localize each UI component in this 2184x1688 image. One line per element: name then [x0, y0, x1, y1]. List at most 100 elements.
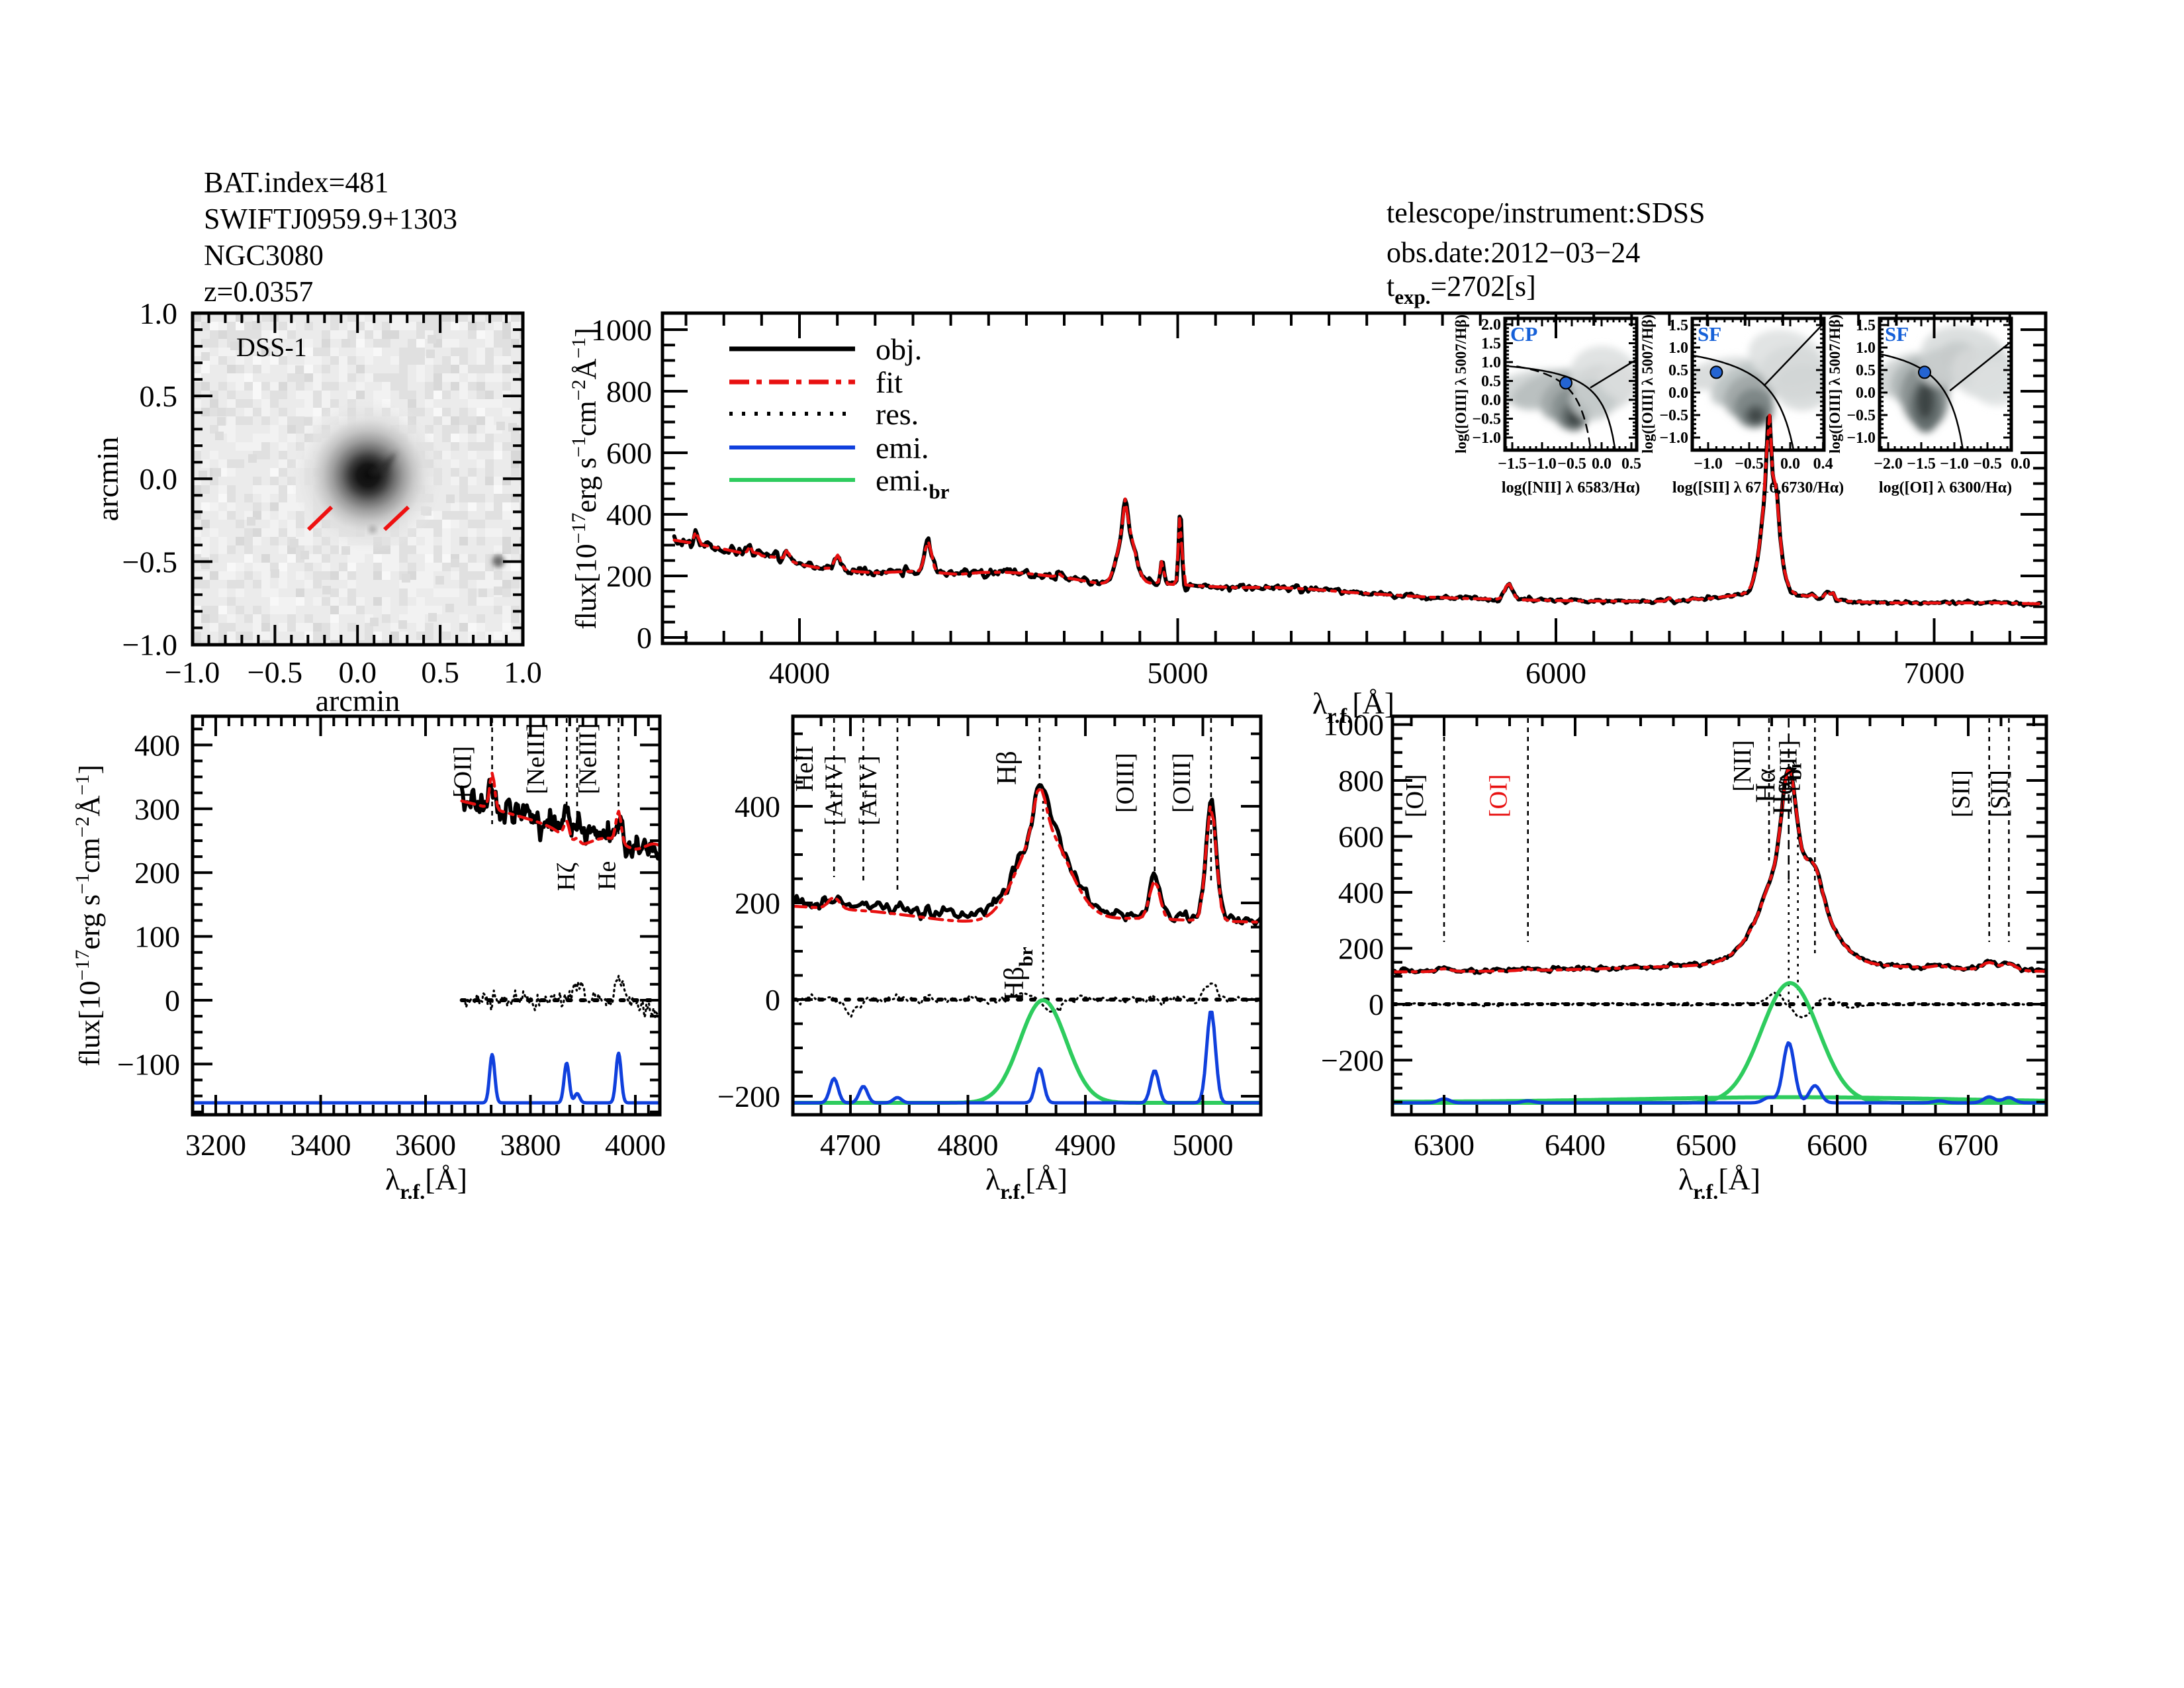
svg-text:6500: 6500 [1676, 1128, 1737, 1162]
svg-text:HeII: HeII [791, 745, 819, 792]
svg-text:−0.5: −0.5 [1735, 455, 1764, 473]
svg-text:−0.5: −0.5 [1472, 411, 1501, 428]
svg-text:3400: 3400 [291, 1128, 351, 1162]
svg-text:400: 400 [1338, 876, 1384, 910]
svg-text:log([NII] λ 6583/Hα): log([NII] λ 6583/Hα) [1502, 479, 1640, 496]
svg-text:Hβ: Hβ [992, 751, 1023, 785]
svg-text:1.0: 1.0 [1856, 340, 1876, 357]
svg-text:800: 800 [606, 375, 652, 408]
svg-text:0.5: 0.5 [1481, 373, 1501, 391]
svg-text:0.0: 0.0 [2011, 455, 2030, 473]
svg-text:[OIII]: [OIII] [1168, 753, 1196, 813]
svg-text:SF: SF [1698, 322, 1721, 346]
svg-text:0.0: 0.0 [1668, 385, 1688, 402]
svg-text:fit: fit [876, 365, 903, 399]
svg-text:[NII]: [NII] [1729, 740, 1756, 792]
svg-text:0.5: 0.5 [1668, 362, 1688, 379]
svg-text:600: 600 [1338, 820, 1384, 854]
svg-text:−1.0: −1.0 [1846, 430, 1876, 447]
svg-text:600: 600 [606, 436, 652, 470]
svg-text:3600: 3600 [395, 1128, 456, 1162]
svg-text:SF: SF [1885, 322, 1909, 346]
svg-text:6600: 6600 [1807, 1128, 1868, 1162]
svg-text:0.0: 0.0 [1481, 392, 1501, 409]
svg-text:−2.0: −2.0 [1874, 455, 1903, 473]
svg-text:0.5: 0.5 [140, 379, 178, 413]
svg-text:1000: 1000 [591, 313, 652, 347]
svg-text:6000: 6000 [1525, 656, 1586, 690]
svg-text:−100: −100 [117, 1047, 180, 1081]
svg-text:He: He [594, 861, 621, 890]
svg-text:0.0: 0.0 [1780, 455, 1800, 473]
svg-text:[NII]: [NII] [1774, 740, 1802, 792]
svg-text:Hα: Hα [1751, 769, 1782, 803]
svg-text:4700: 4700 [820, 1128, 881, 1162]
svg-text:arcmin: arcmin [316, 684, 400, 718]
svg-text:1.5: 1.5 [1481, 336, 1501, 353]
svg-text:[ArIV]: [ArIV] [821, 755, 848, 825]
svg-text:log([OIII] λ 5007/Hβ): log([OIII] λ 5007/Hβ) [1827, 314, 1843, 453]
svg-text:6700: 6700 [1938, 1128, 1999, 1162]
svg-text:obs.date:2012−03−24: obs.date:2012−03−24 [1387, 236, 1640, 269]
svg-text:−1.0: −1.0 [165, 655, 220, 689]
svg-text:−1.0: −1.0 [122, 628, 177, 662]
svg-text:0: 0 [165, 984, 180, 1017]
svg-text:0.5: 0.5 [421, 655, 459, 689]
svg-text:[SII]: [SII] [1985, 770, 2013, 818]
svg-text:1.0: 1.0 [1481, 354, 1501, 371]
svg-text:800: 800 [1338, 764, 1384, 798]
svg-text:−0.5: −0.5 [1659, 407, 1688, 424]
svg-text:log([OIII] λ 5007/Hβ): log([OIII] λ 5007/Hβ) [1453, 314, 1469, 453]
svg-text:arcmin: arcmin [91, 437, 124, 522]
svg-text:log([OI] λ 6300/Hα): log([OI] λ 6300/Hα) [1879, 479, 2012, 496]
svg-text:4800: 4800 [938, 1128, 999, 1162]
svg-text:200: 200 [735, 886, 780, 920]
svg-text:200: 200 [1338, 932, 1384, 966]
svg-text:6400: 6400 [1545, 1128, 1606, 1162]
svg-text:7000: 7000 [1904, 656, 1965, 690]
svg-text:6300: 6300 [1414, 1128, 1475, 1162]
svg-text:Hζ: Hζ [553, 863, 580, 891]
svg-text:0: 0 [637, 621, 652, 655]
svg-text:1.0: 1.0 [140, 297, 178, 330]
svg-text:−0.5: −0.5 [1846, 407, 1876, 424]
svg-text:[OIII]: [OIII] [1112, 753, 1140, 813]
svg-text:−0.5: −0.5 [1973, 455, 2002, 473]
svg-text:−0.5: −0.5 [248, 655, 302, 689]
svg-text:−1.0: −1.0 [1527, 455, 1557, 473]
svg-text:res.: res. [876, 397, 919, 431]
svg-text:400: 400 [134, 728, 180, 762]
svg-text:0.5: 0.5 [1621, 455, 1641, 473]
svg-text:400: 400 [606, 498, 652, 532]
svg-text:z=0.0357: z=0.0357 [204, 275, 313, 308]
svg-text:−1.5: −1.5 [1907, 455, 1936, 473]
svg-text:CP: CP [1510, 322, 1537, 346]
svg-text:−1.0: −1.0 [1940, 455, 1969, 473]
svg-text:3200: 3200 [185, 1128, 246, 1162]
svg-text:NGC3080: NGC3080 [204, 239, 324, 271]
svg-text:1.0: 1.0 [504, 655, 542, 689]
svg-text:0.0: 0.0 [1856, 385, 1876, 402]
svg-text:flux[10−17erg s−1cm−2Å−1]: flux[10−17erg s−1cm−2Å−1] [568, 328, 602, 630]
svg-text:200: 200 [134, 856, 180, 890]
svg-text:[OI]: [OI] [1485, 774, 1513, 818]
svg-text:−1.0: −1.0 [1659, 430, 1688, 447]
svg-text:400: 400 [735, 790, 780, 823]
svg-text:4000: 4000 [605, 1128, 666, 1162]
svg-text:4900: 4900 [1055, 1128, 1116, 1162]
svg-text:1.0: 1.0 [1668, 340, 1688, 357]
svg-text:obj.: obj. [876, 332, 922, 366]
svg-text:3800: 3800 [500, 1128, 561, 1162]
svg-text:100: 100 [134, 920, 180, 954]
svg-text:−1.5: −1.5 [1498, 455, 1527, 473]
svg-text:[SII]: [SII] [1948, 770, 1976, 818]
svg-text:log([SII] λ 6716,6730/Hα): log([SII] λ 6716,6730/Hα) [1672, 479, 1844, 496]
svg-text:DSS-1: DSS-1 [236, 332, 307, 362]
svg-text:0: 0 [765, 983, 780, 1017]
svg-text:−200: −200 [1321, 1044, 1384, 1078]
svg-text:[NeIII]: [NeIII] [574, 723, 602, 794]
svg-text:1.5: 1.5 [1668, 317, 1688, 334]
svg-text:−1.0: −1.0 [1694, 455, 1723, 473]
svg-text:[ArIV]: [ArIV] [854, 755, 882, 825]
svg-text:−0.5: −0.5 [122, 545, 177, 579]
